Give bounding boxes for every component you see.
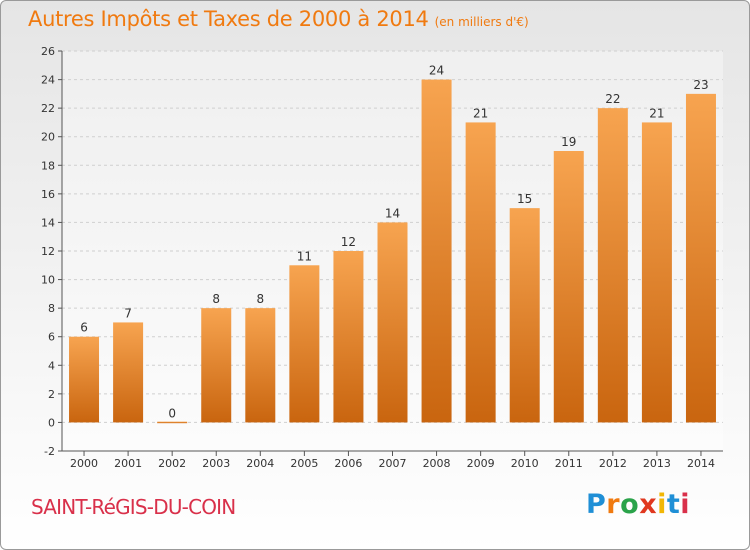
chart-title: Autres Impôts et Taxes de 2000 à 2014 (en… xyxy=(28,7,529,31)
y-tick-label: 12 xyxy=(41,245,55,258)
data-label-2007: 14 xyxy=(385,206,400,220)
x-tick-label-2002: 2002 xyxy=(158,457,186,470)
y-tick-label: 20 xyxy=(41,131,55,144)
bar-2004 xyxy=(245,308,276,423)
y-tick-label: 0 xyxy=(48,416,55,429)
x-tick-label-2013: 2013 xyxy=(643,457,671,470)
x-tick-label-2001: 2001 xyxy=(114,457,142,470)
data-label-2012: 22 xyxy=(605,92,620,106)
bar-2012 xyxy=(597,108,628,423)
x-tick-label-2004: 2004 xyxy=(246,457,274,470)
x-tick-label-2014: 2014 xyxy=(687,457,715,470)
bar-2000 xyxy=(69,336,100,423)
x-tick-label-2009: 2009 xyxy=(467,457,495,470)
data-label-2006: 12 xyxy=(341,235,356,249)
data-label-2004: 8 xyxy=(256,292,264,306)
data-label-2014: 23 xyxy=(693,78,708,92)
bar-2013 xyxy=(641,122,672,423)
commune-name: SAINT-RéGIS-DU-COIN xyxy=(31,495,236,519)
x-tick-label-2010: 2010 xyxy=(511,457,539,470)
y-tick-label: 4 xyxy=(48,359,55,372)
x-tick-label-2003: 2003 xyxy=(202,457,230,470)
x-tick-label-2007: 2007 xyxy=(379,457,407,470)
y-tick-label: 22 xyxy=(41,102,55,115)
data-label-2008: 24 xyxy=(429,64,444,78)
y-tick-label: 16 xyxy=(41,188,55,201)
data-label-2010: 15 xyxy=(517,192,532,206)
x-tick-label-2011: 2011 xyxy=(555,457,583,470)
data-label-2001: 7 xyxy=(124,306,132,320)
y-tick-label: 6 xyxy=(48,331,55,344)
bar-2007 xyxy=(377,222,408,423)
data-label-2005: 11 xyxy=(297,249,312,263)
bar-2010 xyxy=(509,208,540,423)
bar-2003 xyxy=(201,308,232,423)
bar-2011 xyxy=(553,151,584,423)
y-tick-label: 26 xyxy=(41,45,55,58)
x-tick-label-2012: 2012 xyxy=(599,457,627,470)
data-label-2011: 19 xyxy=(561,135,576,149)
x-tick-label-2005: 2005 xyxy=(290,457,318,470)
chart-subtitle: (en milliers d'€) xyxy=(434,15,529,29)
x-tick-label-2000: 2000 xyxy=(70,457,98,470)
data-label-2003: 8 xyxy=(212,292,220,306)
bar-2005 xyxy=(289,265,320,423)
bar-2006 xyxy=(333,251,364,423)
bar-2009 xyxy=(465,122,496,423)
data-label-2002: 0 xyxy=(168,406,176,420)
bar-2001 xyxy=(113,322,144,423)
x-tick-label-2006: 2006 xyxy=(334,457,362,470)
y-tick-label: 8 xyxy=(48,302,55,315)
y-tick-label: 10 xyxy=(41,274,55,287)
bar-2002 xyxy=(157,421,188,424)
data-label-2000: 6 xyxy=(80,321,88,335)
y-tick-label: 2 xyxy=(48,388,55,401)
y-tick-label: 18 xyxy=(41,159,55,172)
y-tick-label: 24 xyxy=(41,74,55,87)
bar-2008 xyxy=(421,79,452,423)
x-tick-label-2008: 2008 xyxy=(423,457,451,470)
y-tick-label: 14 xyxy=(41,216,55,229)
y-tick-label: -2 xyxy=(44,445,55,458)
proxiti-logo: Proxiti xyxy=(586,489,691,520)
data-label-2009: 21 xyxy=(473,106,488,120)
bar-2014 xyxy=(685,93,716,423)
data-label-2013: 21 xyxy=(649,106,664,120)
